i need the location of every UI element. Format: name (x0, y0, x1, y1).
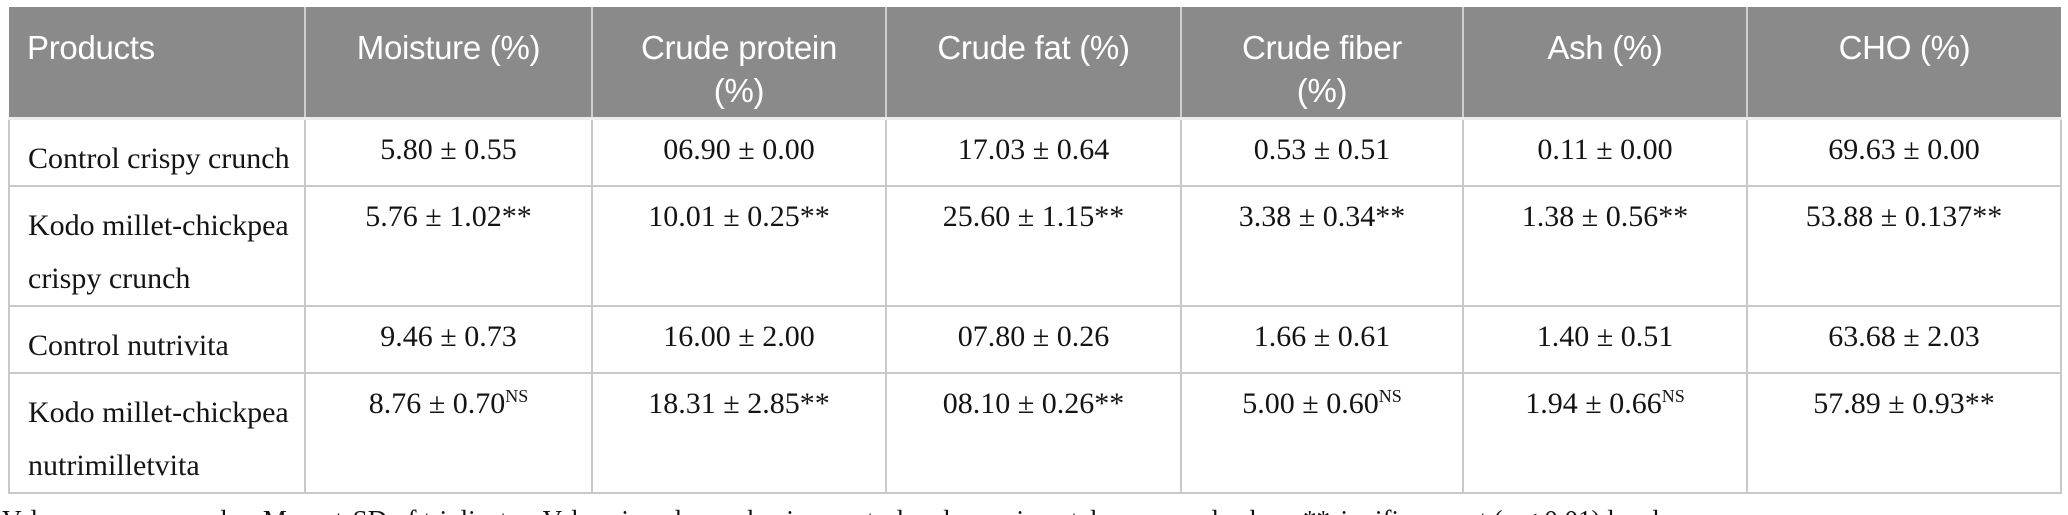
product-name-cell: Control crispy crunch (8, 118, 306, 187)
cell-value: 07.80 ± 0.26 (957, 319, 1110, 353)
cell-value: 16.00 ± 2.00 (663, 319, 815, 353)
cell-value: 1.40 ± 0.51 (1536, 319, 1674, 353)
cell-value: 3.38 ± 0.34** (1238, 199, 1406, 233)
table-row-kodo-crispy-crunch: Kodo millet-chickpea crispy crunch 5.76 … (8, 185, 2062, 307)
cell-value: 63.68 ± 2.03 (1828, 319, 1980, 353)
crude-fat-cell: 07.80 ± 0.26 (885, 305, 1182, 374)
cell-value: 25.60 ± 1.15** (942, 199, 1125, 233)
crude-protein-cell: 16.00 ± 2.00 (591, 305, 887, 374)
moisture-cell: 5.76 ± 1.02** (304, 185, 593, 307)
cell-value: 8.76 ± 0.70 (368, 386, 506, 420)
ash-cell: 0.11 ± 0.00 (1462, 118, 1748, 187)
col-header-crude-fat: Crude fat (%) (886, 7, 1182, 120)
crude-fiber-cell: 1.66 ± 0.61 (1180, 305, 1464, 374)
crude-fiber-cell: 5.00 ± 0.60NS (1180, 372, 1464, 494)
cell-value: 18.31 ± 2.85** (648, 386, 830, 420)
table-footnote: Values are expressed as Mean ± SD of tri… (2, 505, 2060, 515)
col-header-line1: Crude fiber (1242, 29, 1402, 66)
table-row-control-nutrivita: Control nutrivita 9.46 ± 0.73 16.00 ± 2.… (8, 305, 2062, 374)
col-header-line1: Ash (%) (1547, 29, 1663, 66)
moisture-cell: 8.76 ± 0.70NS (304, 372, 593, 494)
moisture-cell: 5.80 ± 0.55 (304, 118, 593, 187)
cell-value: 0.53 ± 0.51 (1253, 132, 1391, 166)
proximate-composition-table: Products Moisture (%) Crude protein (%) … (8, 7, 2062, 494)
cell-value: 10.01 ± 0.25** (648, 199, 830, 233)
cell-value: 5.80 ± 0.55 (380, 132, 517, 166)
cell-value: 69.63 ± 0.00 (1828, 132, 1980, 166)
cell-value: 17.03 ± 0.64 (957, 132, 1110, 166)
crude-protein-cell: 10.01 ± 0.25** (591, 185, 887, 307)
col-header-line1: Crude fat (%) (937, 29, 1130, 66)
cell-superscript: NS (1661, 385, 1685, 406)
product-name-line1: Control crispy crunch (28, 141, 290, 175)
cell-value: 1.94 ± 0.66 (1525, 386, 1662, 420)
product-name-line1: Control nutrivita (28, 328, 229, 362)
cell-value: 0.11 ± 0.00 (1537, 132, 1673, 166)
product-name-cell: Kodo millet-chickpea nutrimilletvita (8, 372, 306, 494)
product-name-cell: Kodo millet-chickpea crispy crunch (8, 185, 306, 307)
crude-fiber-cell: 0.53 ± 0.51 (1180, 118, 1464, 187)
footnote-p-italic: p (1502, 505, 1516, 515)
product-name-line2: crispy crunch (28, 261, 191, 295)
crude-fiber-cell: 3.38 ± 0.34** (1180, 185, 1464, 307)
table-header: Products Moisture (%) Crude protein (%) … (9, 7, 2061, 120)
table-row-control-crispy-crunch: Control crispy crunch 5.80 ± 0.55 06.90 … (8, 118, 2062, 187)
moisture-cell: 9.46 ± 0.73 (304, 305, 593, 374)
cho-cell: 57.89 ± 0.93** (1746, 372, 2062, 494)
cho-cell: 69.63 ± 0.00 (1746, 118, 2062, 187)
table-row-kodo-nutrimilletvita: Kodo millet-chickpea nutrimilletvita 8.7… (8, 372, 2062, 494)
cell-value: 06.90 ± 0.00 (663, 132, 815, 166)
cell-value: 1.38 ± 0.56** (1521, 199, 1689, 233)
cell-value: 9.46 ± 0.73 (380, 319, 517, 353)
col-header-crude-fiber: Crude fiber (%) (1181, 7, 1464, 120)
cell-superscript: NS (1378, 385, 1402, 406)
footnote-text-part2: ≤ 0.01) level. (1516, 505, 1667, 515)
cell-value: 5.00 ± 0.60 (1242, 386, 1379, 420)
cho-cell: 63.68 ± 2.03 (1746, 305, 2062, 374)
cell-value: 53.88 ± 0.137** (1805, 199, 2003, 233)
col-header-line1: Moisture (%) (356, 29, 541, 66)
crude-fat-cell: 17.03 ± 0.64 (885, 118, 1182, 187)
footnote-text-part1: Values are expressed as Mean ± SD of tri… (2, 505, 1502, 515)
ash-cell: 1.38 ± 0.56** (1462, 185, 1748, 307)
col-header-line1: Products (27, 29, 155, 66)
product-name-cell: Control nutrivita (8, 305, 306, 374)
table-body: Control crispy crunch 5.80 ± 0.55 06.90 … (8, 118, 2062, 494)
header-row: Products Moisture (%) Crude protein (%) … (9, 7, 2061, 120)
col-header-cho: CHO (%) (1747, 7, 2061, 120)
col-header-crude-protein: Crude protein (%) (592, 7, 887, 120)
product-name-line1: Kodo millet-chickpea (28, 395, 289, 429)
cell-value: 08.10 ± 0.26** (942, 386, 1125, 420)
cell-value: 57.89 ± 0.93** (1813, 386, 1995, 420)
product-name-line2: nutrimilletvita (28, 448, 200, 482)
crude-fat-cell: 08.10 ± 0.26** (885, 372, 1182, 494)
cell-superscript: NS (505, 385, 529, 406)
product-name-line1: Kodo millet-chickpea (28, 208, 289, 242)
cell-value: 5.76 ± 1.02** (365, 199, 532, 233)
crude-fat-cell: 25.60 ± 1.15** (885, 185, 1182, 307)
col-header-line1: Crude protein (640, 29, 838, 66)
cell-value: 1.66 ± 0.61 (1253, 319, 1391, 353)
crude-protein-cell: 06.90 ± 0.00 (591, 118, 887, 187)
ash-cell: 1.94 ± 0.66NS (1462, 372, 1748, 494)
ash-cell: 1.40 ± 0.51 (1462, 305, 1748, 374)
cho-cell: 53.88 ± 0.137** (1746, 185, 2062, 307)
col-header-moisture: Moisture (%) (305, 7, 593, 120)
col-header-line2: (%) (713, 71, 765, 109)
col-header-line1: CHO (%) (1838, 29, 1971, 66)
col-header-ash: Ash (%) (1463, 7, 1748, 120)
col-header-products: Products (9, 7, 306, 120)
crude-protein-cell: 18.31 ± 2.85** (591, 372, 887, 494)
col-header-line2: (%) (1296, 71, 1348, 109)
